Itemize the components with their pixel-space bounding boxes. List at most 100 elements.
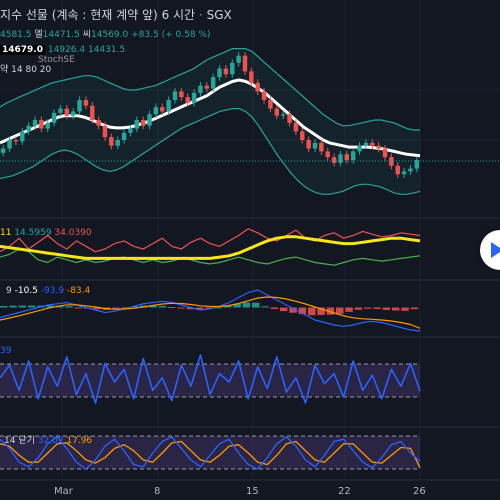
stoch-params-prefix: 약 (0, 65, 9, 75)
x-tick-8: 8 (154, 486, 161, 497)
candle-body (242, 55, 248, 72)
macd-histogram-bar (252, 302, 260, 308)
macd-hist-value: -10.5 (14, 286, 38, 296)
stoch-k-line (0, 436, 421, 470)
candle-body (223, 68, 229, 75)
candle-body (319, 142, 324, 152)
interval-label: 6 시간 (161, 8, 196, 22)
adx-line (0, 235, 421, 260)
play-icon (491, 242, 500, 258)
macd-histogram-bar (74, 307, 83, 309)
macd-signal-line (0, 296, 421, 329)
dmi-green-line (0, 248, 421, 266)
replay-button[interactable] (480, 230, 500, 270)
candle-body (90, 105, 95, 120)
stoch-params: 14 80 20 (11, 65, 52, 75)
macd-histogram-bar (289, 307, 297, 313)
exchange-label: SGX (206, 8, 232, 22)
macd-histogram-bar (186, 307, 195, 310)
dmi-red-line (0, 228, 421, 253)
candle-body (217, 68, 222, 78)
candle-body (210, 77, 216, 89)
stoch-prefix: 14 닫기 (4, 436, 35, 446)
macd-histogram-bar (224, 305, 232, 308)
stoch-d-line (0, 440, 421, 468)
candle-body (20, 131, 25, 142)
macd-histogram-bar (56, 306, 64, 308)
macd-histogram-bar (298, 307, 307, 315)
candle-body (13, 140, 19, 142)
candle-body (312, 142, 318, 149)
candle-body (115, 140, 120, 146)
candle-body (160, 107, 165, 112)
candle-body (306, 140, 311, 149)
macd-histogram-bar (205, 307, 213, 309)
candle-body (331, 157, 337, 163)
high-label: 엘 (34, 30, 43, 40)
stoch-params-legend: 약 14 80 20 (0, 65, 51, 76)
stoch-pane (0, 436, 421, 470)
macd-histogram-bar (28, 305, 36, 308)
dmi-value-1: 14.5959 (14, 228, 52, 238)
rsi-line (0, 354, 421, 404)
candle-body (382, 148, 388, 158)
candle-body (370, 142, 375, 146)
macd-histogram-bar (65, 306, 73, 308)
stoch-k-value: 32.02 (37, 436, 64, 446)
macd-histogram-bar (168, 307, 176, 309)
macd-histogram-bar (214, 307, 223, 309)
macd-histogram-bar (280, 307, 288, 312)
candle-body (325, 151, 330, 158)
macd-value: -93.9 (40, 286, 65, 296)
candle-body (236, 55, 241, 63)
bollinger-upper-line (0, 47, 420, 131)
candle-body (350, 151, 356, 160)
candle-body (96, 120, 101, 126)
candle-body (39, 120, 44, 129)
dmi-legend: 11 14.5959 34.0390 (0, 228, 92, 239)
candle-body (344, 154, 350, 160)
macd-histogram-bar (93, 307, 101, 310)
macd-histogram-bar (308, 307, 316, 316)
macd-pane (0, 289, 421, 332)
stoch-legend: 14 닫기 32.02 17.96 (4, 436, 92, 447)
dmi-value-2: 34.0390 (54, 228, 92, 238)
candle-body (102, 125, 108, 138)
signal-value: -83.4 (66, 286, 91, 296)
macd-line (0, 289, 421, 332)
macd-histogram-bar (46, 305, 55, 308)
bollinger-fill (0, 48, 420, 195)
macd-histogram-bar (345, 307, 353, 312)
x-tick-15: 15 (246, 486, 259, 497)
candle-body (261, 91, 267, 100)
candle-body (153, 107, 159, 115)
candle-body (280, 114, 286, 116)
macd-histogram-bar (373, 307, 381, 309)
candle-body (128, 128, 133, 133)
moving-average-line (0, 78, 421, 158)
candle-body (140, 120, 146, 126)
rsi-pane (0, 354, 421, 404)
candle-body (58, 108, 63, 113)
macd-histogram-bar (326, 307, 335, 315)
candle-body (7, 140, 12, 149)
high-value: 14471.5 (42, 30, 80, 40)
candle-body (198, 85, 203, 93)
candle-body (32, 120, 38, 126)
macd-histogram-bar (317, 307, 325, 315)
x-tick-mar: Mar (54, 486, 73, 497)
candle-body (255, 82, 260, 92)
change-value: +83.5 (131, 30, 159, 40)
macd-legend: 9 -10.5 -93.9 -83.4 (6, 286, 90, 297)
candle-body (64, 108, 70, 116)
macd-histogram-bar (242, 302, 251, 308)
macd-histogram-bar (121, 307, 129, 309)
ma-value: 14679.0 (0, 45, 45, 55)
macd-histogram-bar (364, 307, 372, 309)
ma-legend: 14679.0 14926.4 14431.5 (0, 45, 125, 56)
candle-body (268, 100, 273, 109)
macd-histogram-bar (336, 307, 344, 314)
candle-body (83, 100, 89, 106)
candle-body (121, 132, 127, 140)
